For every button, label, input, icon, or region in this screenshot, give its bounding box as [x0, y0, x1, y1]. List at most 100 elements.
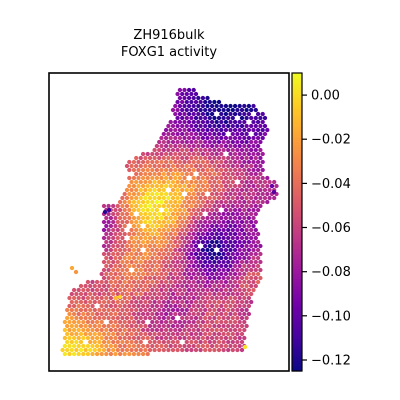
tissue-spot	[106, 323, 111, 329]
tissue-spot	[244, 211, 249, 217]
tissue-spot	[230, 251, 235, 257]
tissue-spot	[113, 343, 118, 349]
tissue-spot	[154, 343, 160, 349]
tissue-spot	[214, 311, 219, 317]
tissue-spot	[161, 171, 166, 177]
tissue-spot	[120, 211, 125, 217]
tissue-spot	[196, 175, 201, 181]
tissue-spot	[253, 179, 258, 185]
tissue-spot	[219, 319, 224, 325]
tissue-spot	[136, 223, 141, 229]
tissue-spot	[97, 339, 102, 345]
tissue-spot	[223, 271, 229, 277]
tissue-spot	[193, 115, 199, 121]
tissue-spot	[113, 311, 118, 317]
tissue-spot	[219, 343, 224, 349]
tissue-spot	[203, 187, 208, 193]
tissue-spot	[203, 163, 208, 169]
tissue-spot	[136, 343, 141, 349]
tissue-spot	[230, 123, 235, 129]
tissue-spot	[226, 323, 231, 329]
tissue-spot	[124, 211, 130, 217]
tissue-spot	[170, 195, 176, 201]
tissue-spot	[115, 315, 120, 321]
tissue-spot	[207, 323, 212, 329]
tissue-spot	[216, 123, 222, 129]
tissue-spot	[131, 263, 137, 269]
tissue-spot	[78, 323, 84, 329]
tissue-spot	[161, 235, 166, 241]
tissue-spot	[175, 275, 180, 281]
tissue-spot	[214, 215, 219, 221]
tissue-spot	[159, 335, 164, 341]
colorbar-segment	[292, 135, 302, 139]
tissue-spot	[193, 155, 199, 161]
tissue-spot	[198, 123, 203, 129]
tissue-spot	[117, 247, 123, 253]
tissue-spot	[271, 189, 277, 195]
tissue-spot	[166, 339, 171, 345]
tissue-spot	[157, 307, 162, 313]
tissue-spot	[147, 347, 153, 353]
tissue-spot	[221, 347, 226, 353]
tissue-spot	[115, 251, 120, 257]
tissue-spot	[159, 223, 164, 229]
tissue-spot	[223, 343, 229, 349]
tissue-spot	[104, 343, 109, 349]
tissue-spot	[253, 195, 258, 201]
tissue-spot	[122, 191, 127, 197]
tissue-spot	[214, 295, 219, 301]
tissue-spot	[226, 259, 231, 265]
tissue-spot	[242, 119, 247, 125]
tissue-spot	[150, 167, 155, 173]
tissue-spot	[226, 179, 231, 185]
tissue-spot	[69, 323, 74, 329]
tissue-spot	[157, 347, 162, 353]
tissue-spot	[207, 115, 212, 121]
tissue-spot	[134, 195, 139, 201]
tissue-spot	[65, 331, 70, 337]
tissue-spot	[242, 127, 247, 133]
tissue-spot	[191, 239, 196, 245]
tissue-spot	[230, 139, 235, 145]
tissue-spot	[189, 331, 194, 337]
tissue-spot	[108, 239, 114, 245]
tissue-spot	[180, 123, 185, 129]
tissue-spot	[258, 115, 263, 121]
tissue-spot	[173, 247, 178, 253]
tissue-spot	[173, 263, 178, 269]
tissue-spot	[184, 139, 189, 145]
tissue-spot	[239, 347, 245, 353]
tissue-spot	[193, 291, 199, 297]
tissue-spot	[214, 167, 219, 173]
colorbar-segment	[292, 197, 302, 201]
tissue-spot	[184, 307, 189, 313]
tissue-spot	[117, 207, 123, 213]
tissue-spot	[152, 163, 157, 169]
tissue-spot	[159, 327, 164, 333]
tissue-spot	[163, 343, 169, 349]
tissue-spot	[182, 247, 187, 253]
tissue-spot	[237, 135, 242, 141]
tissue-spot	[207, 227, 212, 233]
tissue-spot	[228, 207, 233, 213]
tissue-spot	[212, 211, 217, 217]
tissue-spot	[251, 231, 256, 237]
tissue-spot	[154, 183, 160, 189]
tissue-spot	[219, 151, 224, 157]
tissue-spot	[175, 299, 180, 305]
tissue-spot	[258, 155, 263, 161]
tissue-spot	[140, 159, 146, 165]
tissue-spot	[85, 335, 91, 341]
tissue-spot	[150, 159, 155, 165]
tissue-spot	[161, 227, 166, 233]
tissue-spot	[122, 287, 127, 293]
tissue-spot	[145, 311, 150, 317]
tissue-spot	[239, 315, 245, 321]
tissue-spot	[120, 267, 125, 273]
tissue-spot	[221, 275, 226, 281]
colorbar-segment	[292, 82, 302, 87]
tissue-spot	[212, 275, 217, 281]
tissue-spot	[214, 343, 219, 349]
tissue-spot	[182, 263, 187, 269]
